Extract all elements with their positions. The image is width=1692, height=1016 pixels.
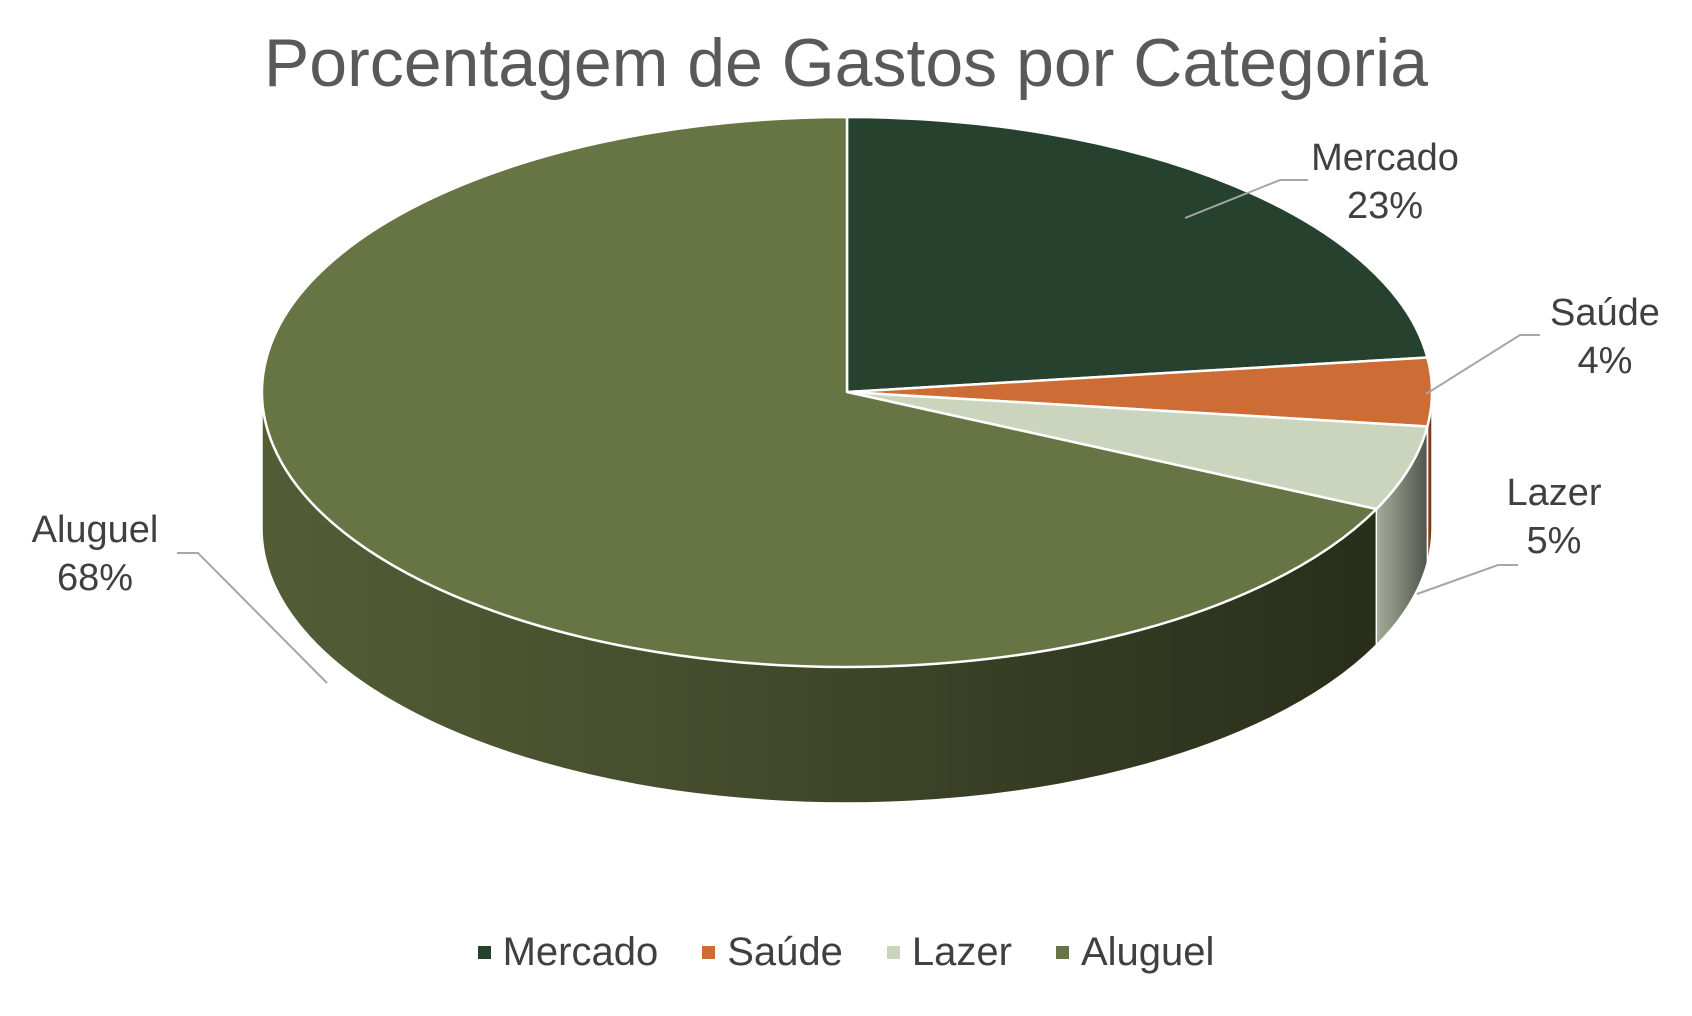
pie-top — [260, 115, 1434, 669]
leader-line-aluguel — [177, 552, 328, 684]
pie-slice-mercado — [845, 115, 1429, 394]
data-label-lazer-name: Lazer — [1506, 472, 1601, 514]
legend-item-saúde: Saúde — [702, 930, 843, 975]
data-label-aluguel-name: Aluguel — [32, 509, 159, 551]
legend-label-aluguel: Aluguel — [1080, 930, 1215, 974]
legend-label-saúde: Saúde — [727, 930, 843, 974]
data-labels: Mercado 23% Saúde 4% Lazer 5% Aluguel 68% — [32, 137, 1660, 684]
leader-line-lazer — [1416, 564, 1518, 595]
legend-label-mercado: Mercado — [502, 930, 659, 974]
data-label-lazer-percent: 5% — [1527, 520, 1582, 562]
legend-item-aluguel: Aluguel — [1055, 930, 1215, 975]
legend-swatch-saúde — [702, 946, 716, 959]
legend-item-mercado: Mercado — [477, 930, 659, 975]
leader-line-mercado — [1184, 179, 1308, 219]
data-label-mercado-name: Mercado — [1311, 137, 1459, 179]
pie-slice-aluguel — [260, 115, 1378, 669]
legend-swatch-aluguel — [1055, 946, 1069, 959]
legend-label-lazer: Lazer — [911, 930, 1012, 974]
data-label-mercado-percent: 23% — [1347, 185, 1423, 227]
legend-swatch-lazer — [886, 946, 900, 959]
leader-line-saúde — [1425, 334, 1540, 395]
legend-swatch-mercado — [477, 946, 491, 959]
pie-slice-lazer — [845, 390, 1429, 511]
legend: Mercado Saúde Lazer Aluguel — [0, 930, 1692, 975]
chart-title: Porcentagem de Gastos por Categoria — [263, 25, 1429, 101]
data-label-saúde-percent: 4% — [1578, 340, 1633, 382]
data-label-aluguel-percent: 68% — [57, 557, 133, 599]
data-label-saúde-name: Saúde — [1550, 292, 1660, 334]
legend-item-lazer: Lazer — [886, 930, 1012, 975]
